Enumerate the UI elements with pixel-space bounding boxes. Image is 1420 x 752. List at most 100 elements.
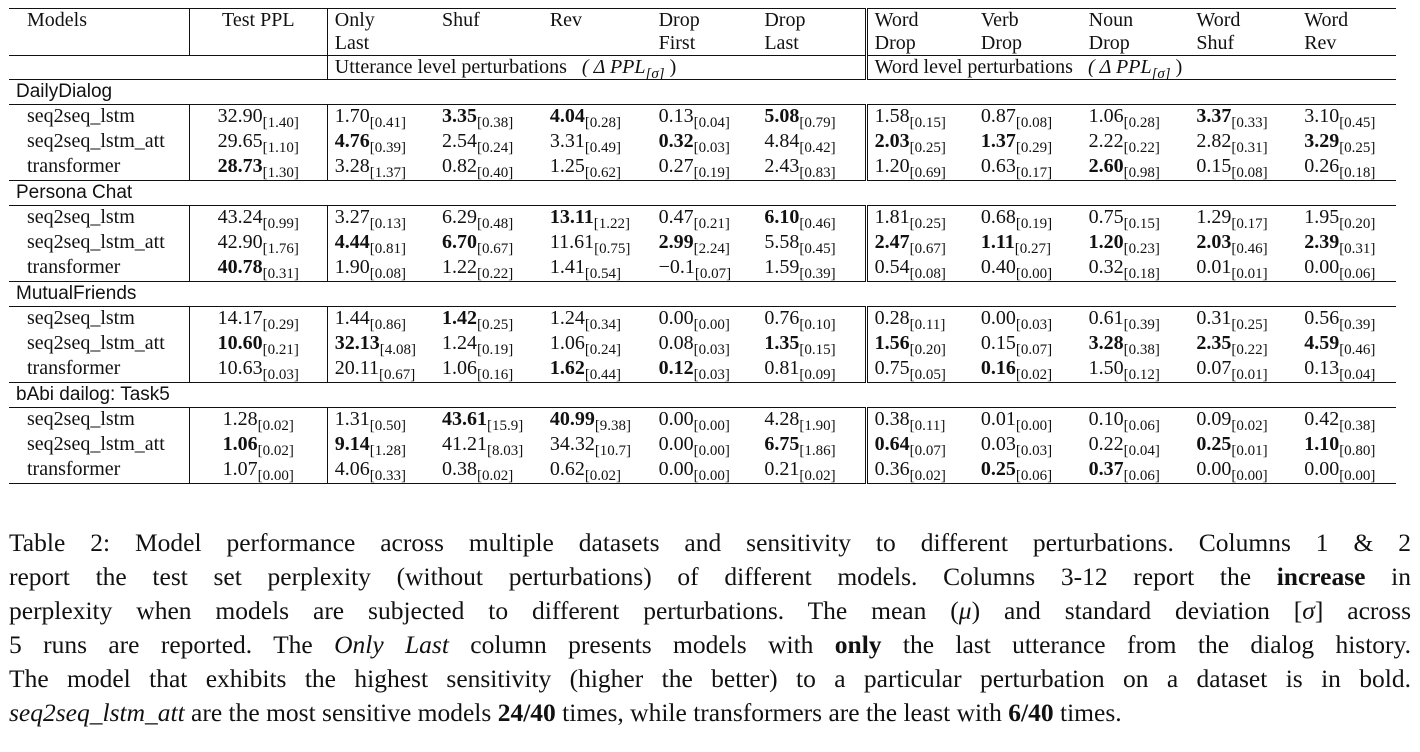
cell-mean: 0.10 — [1088, 408, 1124, 430]
table-cell: 6.29[0.48] — [435, 206, 543, 231]
table-cell: 0.07[0.01] — [1189, 357, 1298, 383]
cell-std: [0.03] — [693, 140, 730, 156]
cell-mean: 0.62 — [549, 458, 585, 480]
cell-std: [0.41] — [369, 115, 407, 131]
table-cell: 0.38[0.11] — [866, 408, 974, 433]
cell-mean: −0.1 — [658, 256, 695, 278]
cell-std: [0.25] — [1339, 140, 1376, 156]
cell-std: [0.08] — [909, 266, 946, 282]
cell-mean: 0.56 — [1304, 307, 1340, 329]
table-cell: 1.24[0.19] — [435, 332, 543, 357]
group-label: Word level perturbations — [874, 56, 1073, 78]
table-row: seq2seq_lstm 43.24[0.99] 3.27[0.13] 6.29[0.… — [9, 205, 1396, 232]
cell-mean: 0.25 — [980, 458, 1016, 480]
cell-std: [0.62] — [584, 165, 622, 181]
table-cell: 0.75[0.05] — [866, 357, 974, 383]
table-cell: 2.03[0.25] — [866, 130, 974, 155]
cell-std: [2.24] — [693, 241, 730, 257]
table-cell: 6.10[0.46] — [757, 205, 868, 232]
section-header: DailyDialog — [9, 79, 1396, 105]
cell-mean: 0.61 — [1088, 307, 1124, 329]
table-cell: 0.28[0.11] — [866, 307, 974, 332]
cell-mean: 9.14 — [334, 433, 370, 455]
table-cell: 3.35[0.38] — [435, 105, 543, 130]
cell-std: [0.27] — [1014, 241, 1052, 257]
cell-mean: 0.38 — [442, 458, 478, 480]
cell-mean: 0.00 — [1196, 458, 1232, 480]
table-cell: 1.29[0.17] — [1189, 206, 1297, 231]
table-cell: 2.03[0.46] — [1189, 231, 1297, 256]
cell-std: [0.18] — [1339, 165, 1376, 181]
cell-std: [0.02] — [477, 468, 514, 484]
table-cell: 1.24[0.34] — [543, 307, 652, 332]
cell-mean: 6.75 — [764, 433, 800, 455]
table-cell: 42.90[1.76] — [189, 231, 328, 256]
cell-std: [0.22] — [477, 266, 514, 282]
header-group-row: Utterance level perturbations ( Δ PPL[σ]… — [9, 55, 1396, 80]
header-col-8-line2: Drop — [1081, 32, 1190, 56]
cell-std: [0.18] — [1123, 266, 1160, 282]
cell-std: [0.98] — [1123, 165, 1160, 181]
cell-mean: 3.35 — [442, 105, 478, 127]
cell-std: [0.83] — [799, 165, 836, 181]
table-cell: 3.29[0.25] — [1297, 130, 1396, 155]
cell-mean: 40.99 — [549, 408, 595, 430]
header-col-7-line2: Drop — [973, 32, 1082, 56]
table-cell: 0.54[0.08] — [866, 256, 974, 282]
cell-std: [0.46] — [799, 216, 836, 232]
table-cell: 1.06[0.16] — [435, 357, 543, 383]
table-cell: 2.99[2.24] — [652, 231, 758, 256]
cell-mean: 28.73 — [217, 155, 263, 177]
cell-std: [0.08] — [369, 266, 407, 282]
cell-std: [0.00] — [1339, 468, 1376, 484]
cell-mean: 0.07 — [1196, 357, 1232, 379]
table-cell: 0.15[0.08] — [1189, 155, 1298, 181]
table-cell: 1.06[0.02] — [189, 433, 328, 458]
table-row: seq2seq_lstm 32.90[1.40] 1.70[0.41] 3.35[0.… — [9, 104, 1396, 131]
cell-mean: 0.03 — [980, 433, 1016, 455]
header-models — [9, 32, 190, 56]
table-cell: 32.13[4.08] — [327, 332, 435, 357]
table-cell: 0.10[0.06] — [1082, 408, 1190, 433]
cell-mean: 0.00 — [658, 433, 694, 455]
header-col-8-line1: Noun — [1081, 8, 1190, 32]
table-cell: 1.50[0.12] — [1081, 357, 1190, 383]
table-cell: 1.62[0.44] — [542, 357, 652, 383]
cell-std: [0.10] — [799, 317, 836, 333]
table-cell: 2.39[0.31] — [1297, 231, 1396, 256]
table-cell: 3.37[0.33] — [1189, 105, 1297, 130]
cell-std: [0.19] — [477, 342, 514, 358]
table-cell: 28.73[1.30] — [189, 155, 328, 181]
cell-mean: 4.04 — [549, 105, 585, 127]
cell-mean: 32.90 — [217, 105, 263, 127]
table-cell: 4.59[0.46] — [1297, 332, 1396, 357]
table-row: transformer 1.07[0.00] 4.06[0.33] 0.38[0.02… — [9, 458, 1396, 484]
table-cell: 0.62[0.02] — [542, 458, 652, 484]
cell-mean: 5.08 — [764, 105, 800, 127]
cell-std: [4.08] — [379, 342, 417, 358]
cell-std: [0.06] — [1123, 468, 1160, 484]
model-name: seq2seq_lstm_att — [9, 433, 190, 458]
cell-std: [0.31] — [1339, 241, 1376, 257]
cell-std: [0.22] — [1123, 140, 1160, 156]
group-label: Utterance level perturbations — [334, 56, 567, 78]
cell-mean: 1.07 — [222, 458, 258, 480]
cell-mean: 1.41 — [549, 256, 585, 278]
table-cell: 32.90[1.40] — [189, 104, 328, 130]
cell-mean: 4.59 — [1304, 332, 1340, 354]
caption-line-1: Table 2: Model performance across multip… — [9, 528, 1411, 557]
cell-mean: 4.76 — [334, 130, 370, 152]
dataset-name: MutualFriends — [9, 281, 1396, 307]
cell-mean: 3.31 — [549, 130, 585, 152]
cell-std: [0.07] — [1015, 342, 1053, 358]
cell-mean: 2.99 — [658, 231, 694, 253]
cell-mean: 0.81 — [764, 357, 800, 379]
cell-std: [0.20] — [909, 342, 946, 358]
cell-std: [0.40] — [477, 165, 514, 181]
model-name: seq2seq_lstm — [9, 205, 190, 231]
cell-mean: 0.01 — [1196, 256, 1232, 278]
cell-mean: 1.06 — [222, 433, 258, 455]
cell-std: [0.99] — [262, 216, 299, 232]
table-row: seq2seq_lstm 14.17[0.29] 1.44[0.86] 1.42[0.… — [9, 306, 1396, 333]
cell-mean: 0.47 — [658, 206, 694, 228]
